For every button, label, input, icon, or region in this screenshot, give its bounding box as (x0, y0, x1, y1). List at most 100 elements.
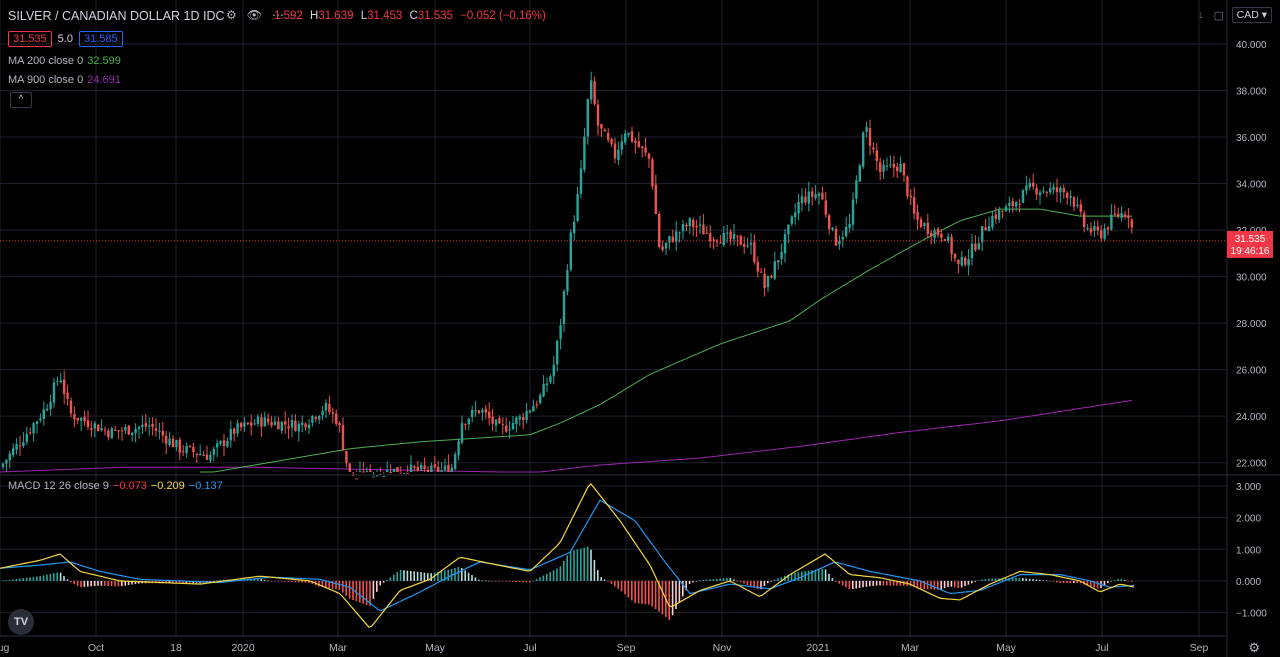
candle-body (165, 435, 168, 444)
candle-body (426, 469, 430, 472)
macd-hist-bar (634, 580, 636, 604)
macd-hist-bar (998, 578, 1000, 581)
macd-hist-bar (83, 580, 86, 587)
macd-hist-bar (566, 555, 568, 581)
sell-button[interactable]: 31.535 (8, 31, 52, 47)
macd-hist-bar (1035, 579, 1038, 581)
macd-hist-bar (32, 576, 35, 581)
eye-icon[interactable]: 👁 (246, 8, 262, 22)
macd-polyline (0, 483, 1135, 629)
macd-hist-bar (644, 580, 647, 605)
macd-hist-bar (1103, 580, 1106, 586)
macd-hist-bar (658, 580, 660, 612)
macd-hist-bar (583, 547, 585, 581)
candle-body (403, 473, 406, 475)
macd-hist-bar (675, 580, 677, 610)
candle-body (675, 231, 678, 242)
macd-hist-bar (532, 580, 534, 582)
symbol-title[interactable]: SILVER / CANADIAN DOLLAR 1D IDC (8, 9, 225, 23)
macd-hist-bar (478, 579, 480, 581)
ma900-legend[interactable]: MA 900 close 0 24.691 (8, 74, 121, 86)
candle-body (1045, 191, 1048, 193)
macd-hist-bar (277, 580, 279, 582)
candle-body (171, 438, 175, 448)
candle-body (719, 242, 722, 244)
currency-selector[interactable]: CAD ▾ (1231, 7, 1272, 23)
macd-hist-bar (1022, 578, 1024, 581)
candle-body (131, 432, 134, 436)
settings-gear-icon[interactable]: ⚙ (1248, 640, 1260, 655)
collapse-legend-button[interactable]: ^ (10, 92, 32, 108)
macd-hist-bar (117, 580, 120, 587)
candle-body (188, 445, 192, 447)
candle-body (260, 417, 263, 427)
macd-hist-bar (597, 570, 599, 581)
candle-body (539, 395, 542, 404)
candle-body (382, 476, 385, 478)
candle-body (654, 184, 657, 215)
candle-body (964, 257, 967, 265)
macd-hist-bar (369, 580, 371, 606)
candle-body (579, 168, 583, 194)
macd-hist-bar (641, 580, 643, 604)
candle-body (552, 364, 555, 377)
candle-body (535, 404, 538, 406)
candle-body (100, 428, 103, 431)
candle-body (630, 131, 634, 142)
price-tick-label: 28.000 (1236, 319, 1267, 330)
candle-body (1032, 182, 1035, 187)
candle-body (889, 164, 892, 166)
candle-body (341, 425, 345, 451)
candle-body (35, 421, 39, 424)
candle-body (297, 423, 300, 432)
candle-body (15, 443, 18, 450)
candle-body (216, 443, 219, 448)
candle-body (477, 410, 481, 414)
macd-hist-bar (22, 578, 24, 581)
candle-body (474, 410, 477, 412)
macd-hist-bar (563, 560, 565, 581)
ma200-legend[interactable]: MA 200 close 0 32.599 (8, 55, 121, 67)
settings-icon[interactable]: ⚙ (226, 8, 237, 22)
candle-body (596, 104, 600, 126)
more-icon[interactable]: ⋯ (272, 8, 284, 22)
macd-hist-bar (750, 580, 752, 587)
macd-hist-bar (53, 573, 55, 581)
macd-hist-bar (5, 580, 7, 581)
macd-hist-bar (413, 571, 415, 581)
macd-hist-bar (1066, 580, 1068, 584)
candle-body (219, 440, 222, 444)
candle-body (671, 236, 674, 242)
macd-hist-bar (651, 580, 653, 607)
macd-hist-bar (1011, 577, 1014, 581)
macd-hist-bar (498, 580, 500, 582)
time-tick-label: Oct (88, 642, 104, 654)
candle-body (821, 192, 824, 200)
candle-body (246, 422, 249, 424)
macd-hist-bar (685, 580, 687, 591)
macd-hist-bar (1062, 580, 1065, 584)
restore-icon[interactable]: ▢ (1213, 10, 1224, 22)
candle-body (192, 446, 195, 453)
macd-hist-bar (743, 580, 745, 584)
ohlc-high-label: H (309, 10, 319, 22)
candle-body (301, 422, 304, 425)
candle-body (559, 325, 562, 340)
candle-body (668, 235, 671, 243)
macd-hist-bar (760, 580, 762, 589)
candle-body (994, 214, 997, 220)
macd-hist-bar (291, 580, 293, 583)
candle-body (321, 411, 324, 416)
candle-body (926, 222, 929, 234)
arrow-down-icon[interactable]: ↓ (1198, 9, 1204, 21)
candle-body (498, 418, 501, 424)
macd-hist-bar (376, 580, 378, 592)
macd-hist-bar (535, 579, 538, 581)
macd-hist-bar (896, 580, 898, 586)
candle-body (168, 438, 171, 445)
macd-hist-bar (763, 580, 766, 587)
candle-body (532, 405, 535, 412)
macd-legend[interactable]: MACD 12 26 close 9 −0.073 −0.209 −0.137 (8, 480, 223, 492)
buy-button[interactable]: 31.585 (78, 31, 123, 47)
